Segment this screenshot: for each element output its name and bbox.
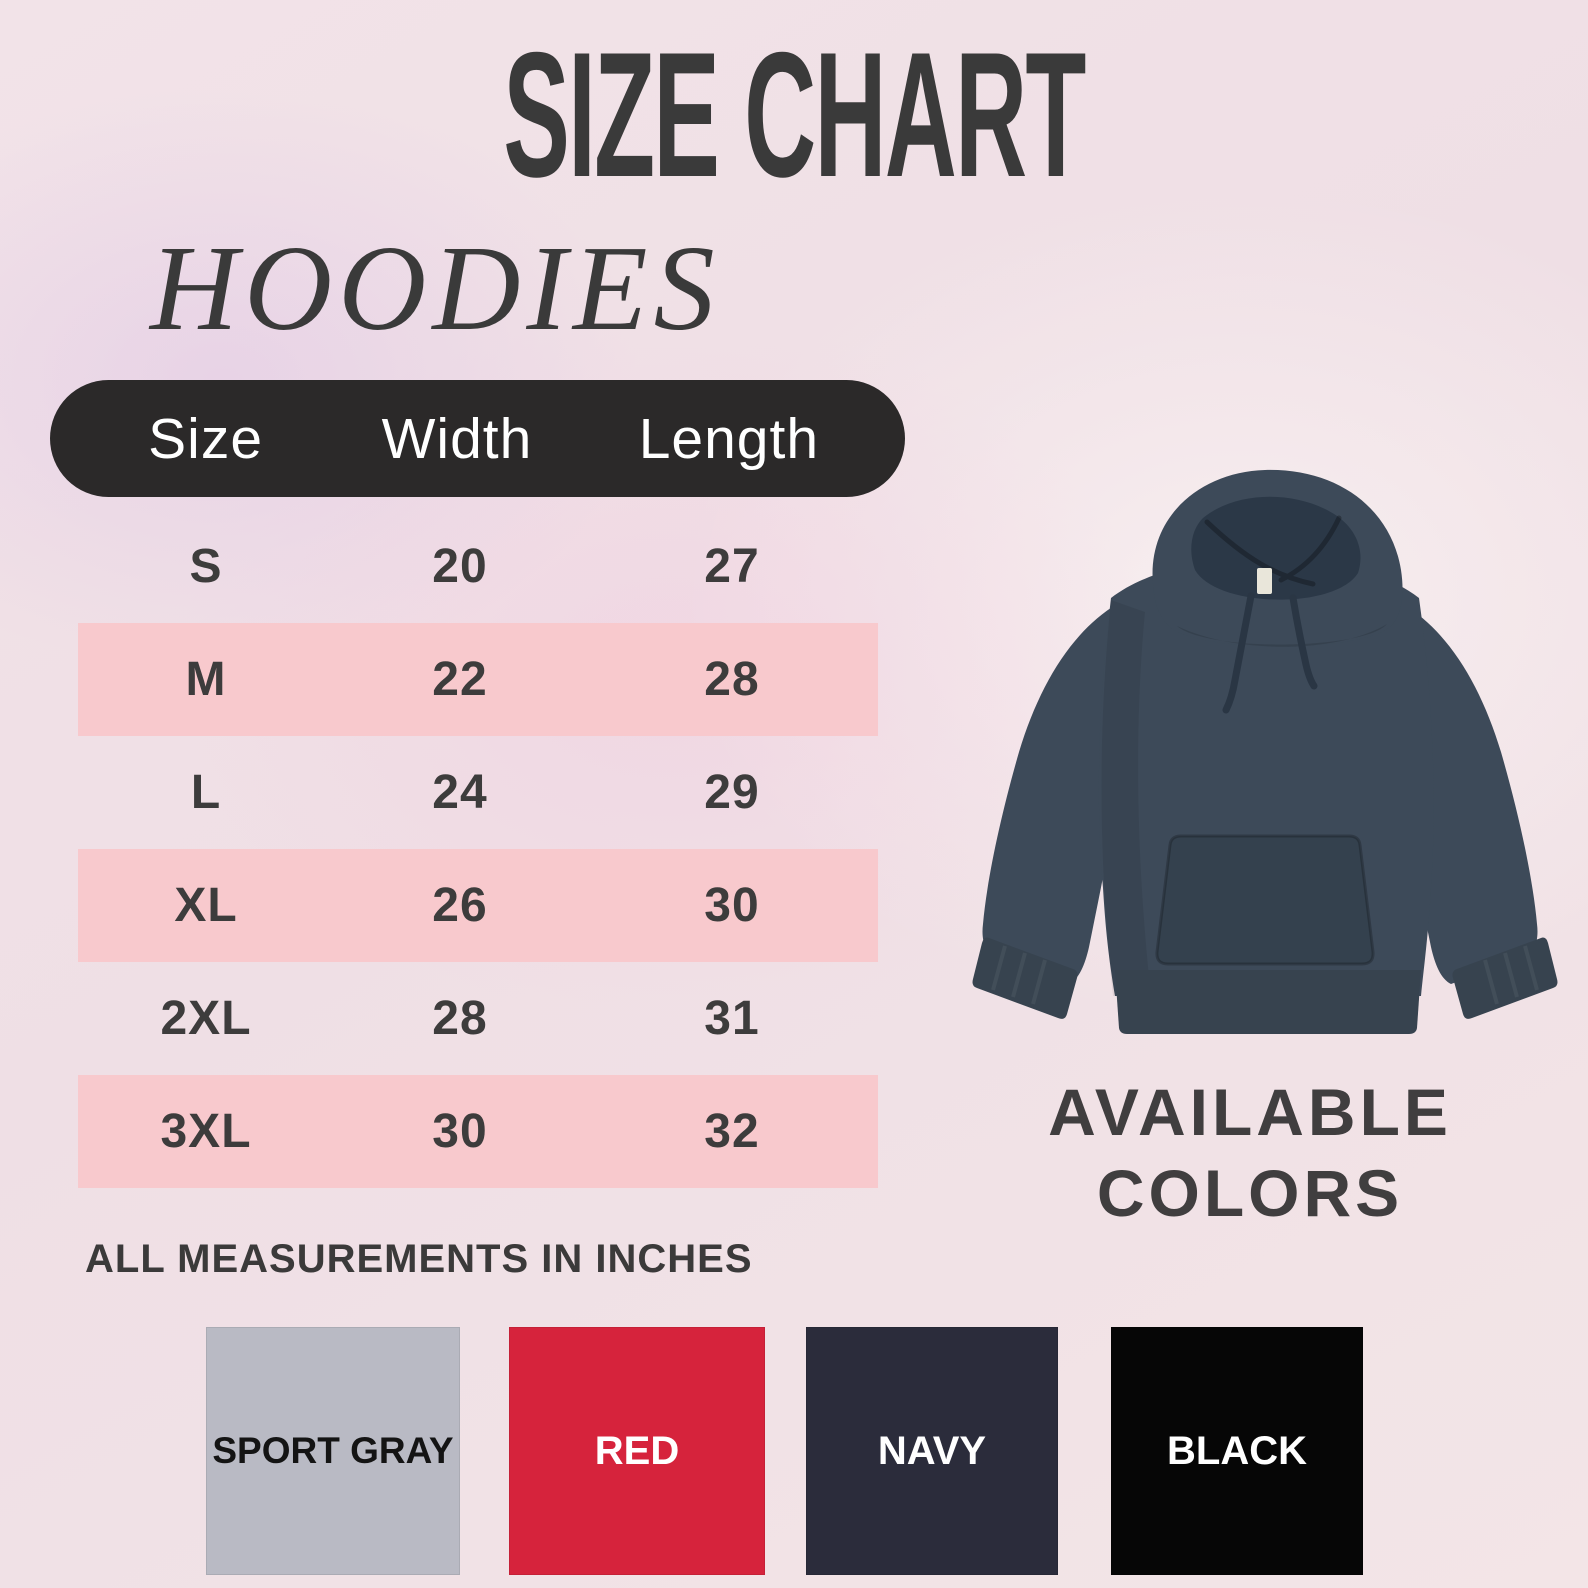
- hoodie-left-cuff: [972, 937, 1078, 1019]
- available-colors-line1: AVAILABLE: [1048, 1075, 1452, 1149]
- hoodie-cuff-ribs: [991, 945, 1539, 1005]
- hoodie-image: [972, 469, 1558, 1034]
- table-row-2xl: 2XL 28 31: [78, 962, 878, 1075]
- cell-length: 29: [704, 766, 760, 819]
- hoodie-right-cuff: [1452, 937, 1558, 1019]
- size-table-header: Size Width Length: [50, 380, 905, 497]
- color-swatch-navy: NAVY: [806, 1327, 1058, 1575]
- table-row-xl: XL 26 30: [78, 849, 878, 962]
- color-swatch-sport-gray: SPORT GRAY: [206, 1327, 460, 1575]
- size-table-body: S 20 27 M 22 28 L 24 29 XL 26 30 2XL 28 …: [78, 510, 878, 1188]
- page-title: SIZE CHART: [0, 26, 1588, 204]
- table-row-l: L 24 29: [78, 736, 878, 849]
- hoodie-shading: [1101, 600, 1151, 996]
- hoodie-tag: [1257, 568, 1272, 594]
- table-row-3xl: 3XL 30 32: [78, 1075, 878, 1188]
- cell-width: 26: [432, 879, 488, 932]
- swatch-label: BLACK: [1167, 1428, 1307, 1473]
- table-row-s: S 20 27: [78, 510, 878, 623]
- color-swatch-red: RED: [509, 1327, 765, 1575]
- cell-length: 30: [704, 879, 760, 932]
- hoodie-hem: [1115, 970, 1421, 1034]
- hoodie-hood-rim: [1204, 515, 1342, 587]
- available-colors-line2: COLORS: [1096, 1155, 1404, 1230]
- cell-size: 2XL: [160, 992, 252, 1045]
- subtitle-hoodies: HOODIES: [150, 221, 721, 356]
- table-row-m: M 22 28: [78, 623, 878, 736]
- swatch-label: RED: [594, 1428, 680, 1473]
- header-cell-size: Size: [148, 406, 264, 471]
- cell-size: L: [190, 766, 222, 819]
- cell-length: 31: [704, 992, 760, 1045]
- hoodie-left-sleeve: [982, 604, 1127, 984]
- cell-width: 22: [432, 653, 488, 706]
- cell-length: 27: [704, 540, 760, 593]
- page-title-text: SIZE CHART: [503, 15, 1086, 214]
- cell-width: 20: [432, 540, 488, 593]
- cell-width: 24: [432, 766, 488, 819]
- cell-width: 28: [432, 992, 488, 1045]
- header-cell-width: Width: [381, 406, 533, 471]
- swatch-label: SPORT GRAY: [212, 1430, 454, 1471]
- hoodie-drawstrings: [1222, 592, 1318, 714]
- cell-length: 28: [704, 653, 760, 706]
- cell-length: 32: [704, 1105, 760, 1158]
- hoodie-hood-inner: [1191, 496, 1361, 600]
- cell-size: XL: [174, 879, 238, 932]
- cell-size: 3XL: [160, 1105, 252, 1158]
- hoodie-pocket: [1155, 834, 1375, 966]
- cell-size: S: [189, 540, 223, 593]
- header-cell-length: Length: [638, 406, 820, 471]
- available-colors-heading: AVAILABLE COLORS: [950, 1072, 1550, 1233]
- color-swatch-black: BLACK: [1111, 1327, 1363, 1575]
- cell-size: M: [185, 653, 227, 706]
- swatch-label: NAVY: [877, 1428, 987, 1473]
- measurements-footnote: ALL MEASUREMENTS IN INCHES: [85, 1237, 753, 1281]
- cell-width: 30: [432, 1105, 488, 1158]
